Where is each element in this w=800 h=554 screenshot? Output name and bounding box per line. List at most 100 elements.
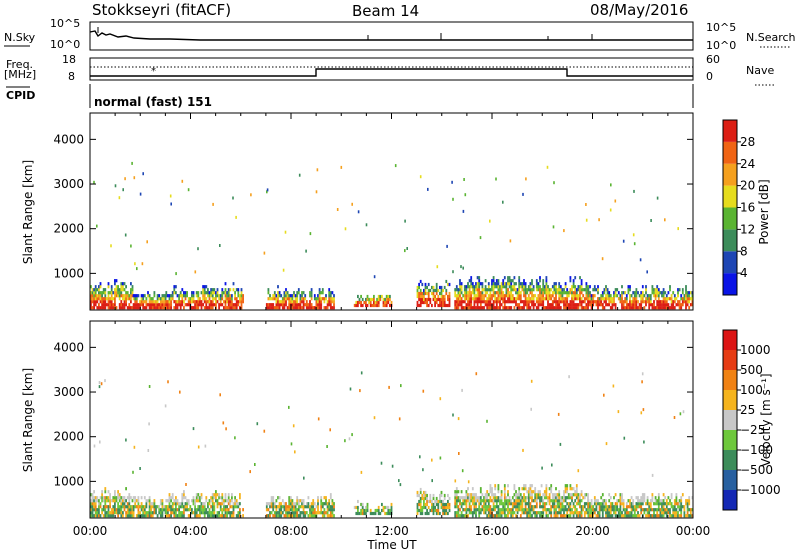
echo-cell: [535, 511, 538, 515]
echo-cell: [476, 508, 479, 512]
echo-cell: [587, 285, 589, 289]
echo-cell: [93, 502, 95, 506]
echo-cell: [205, 511, 208, 515]
echo-cell: [515, 288, 517, 292]
echo-cell: [106, 303, 108, 307]
echo-cell: [592, 505, 595, 509]
colorbar-swatch: [723, 185, 737, 208]
echo-cell: [374, 511, 377, 516]
echo-cell: [270, 496, 273, 500]
echo-cell: [603, 505, 606, 509]
echo-cell: [523, 499, 525, 503]
echo-cell: [633, 505, 636, 509]
echo-cell: [686, 300, 689, 304]
echo-cell: [589, 514, 591, 518]
echo-cell: [147, 294, 149, 298]
echo-cell: [104, 514, 107, 518]
echo-cell: [479, 291, 482, 295]
echo-cell: [476, 499, 479, 503]
echo-cell: [662, 288, 665, 292]
echo-cell: [465, 505, 468, 509]
echo-cell: [315, 505, 318, 509]
echo-cell: [187, 303, 190, 307]
echo-cell: [550, 294, 553, 298]
echo-cell: [540, 514, 543, 518]
echo-cell: [229, 505, 232, 509]
echo-cell: [500, 508, 503, 512]
echo-cell: [649, 300, 652, 304]
echo-cell: [551, 499, 554, 503]
echo-cell: [555, 496, 557, 500]
echo-cell: [551, 294, 554, 298]
echo-cell: [550, 505, 553, 509]
echo-cell: [657, 514, 660, 518]
echo-cell: [117, 502, 119, 506]
echo-cell: [468, 511, 471, 515]
echo-cell: [431, 508, 433, 513]
echo-cell: [427, 282, 430, 287]
echo-cell: [569, 303, 572, 307]
echo-cell: [527, 300, 530, 304]
echo-cell: [167, 511, 169, 515]
echo-cell: [531, 279, 533, 283]
echo-cell: [107, 285, 110, 289]
echo-cell: [422, 468, 424, 472]
echo-cell: [432, 288, 435, 293]
echo-cell: [640, 294, 643, 298]
echo-cell: [632, 300, 635, 304]
echo-cell: [518, 496, 521, 500]
echo-cell: [629, 502, 631, 506]
echo-cell: [442, 505, 444, 510]
echo-cell: [357, 505, 359, 510]
echo-cell: [452, 413, 454, 417]
echo-cell: [575, 306, 578, 310]
echo-cell: [542, 303, 545, 307]
echo-cell: [296, 297, 299, 301]
echo-cell: [437, 288, 440, 293]
echo-cell: [443, 285, 446, 290]
echo-cell: [467, 508, 469, 512]
echo-cell: [304, 505, 307, 509]
echo-cell: [151, 514, 154, 518]
echo-cell: [118, 493, 121, 497]
echo-cell: [656, 303, 659, 307]
echo-cell: [479, 306, 482, 310]
nsky-frame: [89, 21, 694, 51]
echo-cell: [625, 300, 628, 304]
echo-cell: [583, 511, 586, 515]
echo-cell: [569, 511, 572, 515]
echo-cell: [323, 508, 326, 512]
echo-cell: [470, 282, 473, 286]
echo-cell: [522, 192, 524, 196]
echo-cell: [491, 279, 493, 283]
echo-cell: [90, 505, 92, 509]
x-axis-label: Time UT: [366, 538, 417, 552]
echo-cell: [550, 499, 553, 503]
echo-cell: [96, 496, 99, 500]
echo-cell: [229, 303, 232, 307]
echo-cell: [227, 502, 230, 506]
echo-cell: [523, 493, 525, 497]
echo-cell: [132, 496, 135, 500]
echo-cell: [170, 508, 172, 512]
echo-cell: [98, 285, 100, 289]
echo-cell: [96, 514, 99, 518]
echo-cell: [518, 493, 521, 497]
echo-cell: [553, 285, 556, 289]
echo-cell: [478, 291, 481, 295]
echo-cell: [558, 493, 561, 497]
echo-cell: [277, 514, 279, 518]
echo-cell: [526, 288, 529, 292]
echo-cell: [479, 294, 482, 298]
echo-cell: [216, 294, 219, 298]
echo-cell: [511, 300, 514, 304]
echo-cell: [278, 508, 281, 512]
echo-cell: [288, 499, 291, 503]
echo-cell: [518, 285, 521, 289]
echo-cell: [611, 306, 614, 310]
echo-cell: [564, 303, 567, 307]
echo-cell: [571, 487, 573, 491]
echo-cell: [447, 297, 449, 302]
echo-cell: [622, 514, 625, 518]
echo-cell: [313, 294, 316, 298]
